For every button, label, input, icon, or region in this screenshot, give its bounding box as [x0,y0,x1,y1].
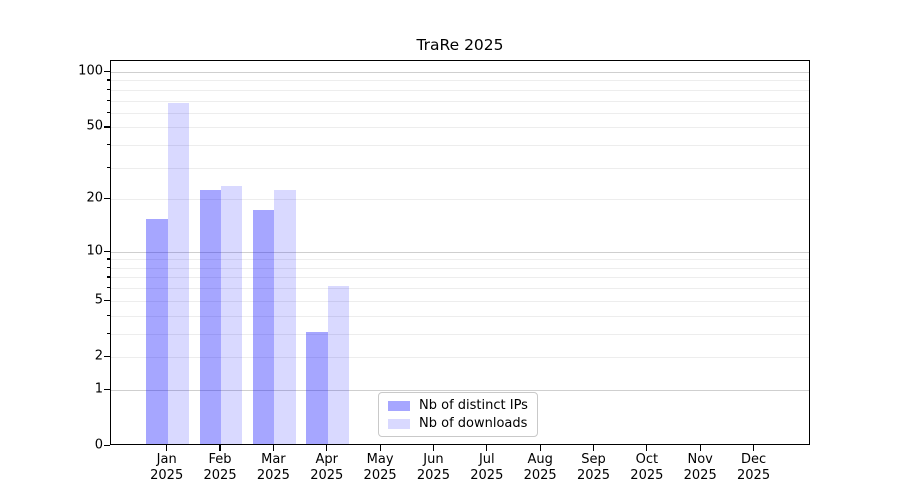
major-gridline [111,389,809,391]
y-minor-tick-mark [106,276,110,278]
minor-gridline [111,333,809,335]
x-tick-label-may: May 2025 [363,452,397,483]
y-minor-tick-mark [106,88,110,91]
plot-area [110,60,810,445]
minor-gridline [111,80,809,82]
y-tick-label: 5 [94,292,103,308]
minor-gridline [111,277,809,279]
legend-swatch-downloads [388,418,410,429]
minor-gridline [111,89,809,91]
x-tick-mark [752,445,755,451]
minor-gridline [111,145,809,147]
x-tick-mark [539,445,541,451]
bar-jan-downloads [167,103,189,444]
minor-gridline [111,167,809,169]
y-minor-tick-mark [106,266,110,269]
y-tick-mark [104,71,110,73]
x-tick-label-jun: Jun 2025 [416,452,450,483]
bar-jan-ips [146,219,168,444]
x-tick-label-aug: Aug 2025 [523,452,557,483]
y-minor-tick-mark [106,258,110,260]
y-tick-label: 1 [94,381,103,397]
minor-gridline [111,288,809,290]
legend-entry: Nb of downloads [388,416,528,431]
x-tick-mark [432,445,435,451]
bar-feb-downloads [221,186,243,444]
minor-gridline [111,315,809,317]
minor-gridline [111,259,809,261]
y-tick-mark [104,388,110,391]
bar-mar-downloads [274,189,296,444]
bar-feb-ips [199,189,222,444]
y-tick-label: 20 [86,190,103,206]
legend-label: Nb of downloads [419,416,528,431]
x-tick-label-dec: Dec 2025 [737,452,771,483]
x-tick-label-mar: Mar 2025 [256,452,290,483]
legend-label: Nb of distinct IPs [419,398,528,413]
y-tick-label: 100 [78,63,103,79]
minor-gridline [111,267,809,269]
major-gridline [111,72,809,73]
minor-gridline [111,127,809,129]
y-tick-mark [104,445,110,447]
x-tick-label-nov: Nov 2025 [683,452,717,483]
minor-gridline [111,199,809,201]
x-tick-mark [699,445,701,451]
x-tick-label-jul: Jul 2025 [470,452,504,483]
x-tick-label-jan: Jan 2025 [150,452,184,483]
chart-title: TraRe 2025 [416,36,504,54]
y-tick-mark [104,355,110,358]
y-minor-tick-mark [106,332,110,334]
y-minor-tick-mark [106,144,110,146]
legend: Nb of distinct IPs Nb of downloads [378,392,538,437]
y-minor-tick-mark [106,111,110,114]
x-tick-mark [272,445,274,451]
legend-entry: Nb of distinct IPs [388,398,528,413]
minor-gridline [111,100,809,102]
x-tick-label-oct: Oct 2025 [630,452,664,483]
y-minor-tick-mark [106,166,110,168]
y-minor-tick-mark [106,99,110,101]
x-tick-label-apr: Apr 2025 [310,452,344,483]
x-tick-mark [379,445,381,451]
x-tick-mark [219,445,221,451]
y-tick-mark [104,198,110,200]
x-tick-label-feb: Feb 2025 [203,452,237,483]
y-tick-mark [104,299,110,301]
x-tick-mark [166,445,168,451]
y-tick-mark [104,250,110,252]
major-gridline [111,251,809,253]
minor-gridline [111,300,809,302]
x-tick-mark [486,445,488,451]
bar-apr-ips [306,331,328,444]
y-minor-tick-mark [106,79,110,81]
x-tick-mark [592,445,595,451]
minor-gridline [111,112,809,114]
bar-apr-downloads [327,286,350,444]
y-minor-tick-mark [106,287,110,289]
x-tick-mark [646,445,648,451]
x-tick-label-sep: Sep 2025 [576,452,611,483]
y-tick-mark [104,126,110,128]
y-tick-label: 10 [86,243,103,259]
bar-mar-ips [253,209,275,444]
y-tick-label: 2 [94,348,103,364]
y-minor-tick-mark [106,314,110,316]
x-tick-mark [326,445,328,451]
y-tick-label: 0 [94,437,103,453]
legend-swatch-ips [388,400,410,411]
y-tick-label: 50 [86,118,103,134]
minor-gridline [111,356,809,358]
